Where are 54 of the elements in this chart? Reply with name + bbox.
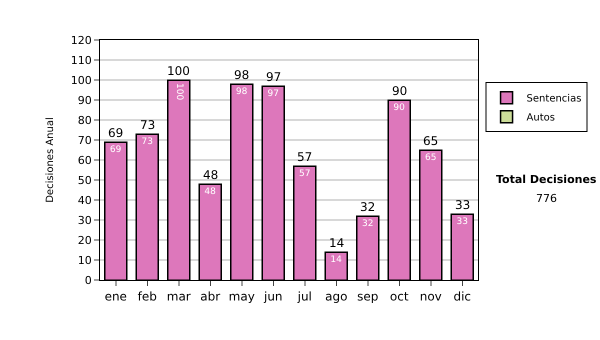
x-tick-label: jul <box>296 289 312 304</box>
total-label: 100 <box>167 64 190 78</box>
x-tick-label: nov <box>420 289 442 304</box>
y-tick-label: 110 <box>70 54 92 67</box>
data-label: 98 <box>236 87 248 97</box>
total-label: 65 <box>423 134 438 148</box>
x-tick-label: sep <box>357 289 378 304</box>
y-tick-label: 100 <box>70 74 92 87</box>
data-label: 69 <box>110 145 122 155</box>
y-tick-label: 70 <box>78 134 92 147</box>
total-label: 97 <box>266 70 282 84</box>
total-label: 33 <box>455 198 470 212</box>
total-label: 32 <box>360 200 376 214</box>
legend-label: Autos <box>526 112 555 124</box>
x-tick-label: may <box>228 289 255 304</box>
data-label: 32 <box>362 219 374 229</box>
total-label: 14 <box>329 236 344 250</box>
legend-label: Sentencias <box>526 94 582 105</box>
y-tick-label: 60 <box>78 154 92 167</box>
total-label: 73 <box>140 118 156 132</box>
y-axis-title: Decisiones Anual <box>44 117 56 203</box>
total-label: 48 <box>203 168 218 182</box>
y-tick-label: 30 <box>78 214 92 227</box>
total-label: 69 <box>108 126 124 140</box>
data-label: 65 <box>425 153 436 163</box>
data-label: 57 <box>299 169 310 179</box>
y-tick-label: 80 <box>78 114 92 127</box>
data-label: 97 <box>268 89 279 99</box>
x-tick-label: ago <box>325 289 348 304</box>
x-tick-label: dic <box>453 289 472 304</box>
y-tick-label: 0 <box>84 274 92 287</box>
text: 776 <box>536 192 557 205</box>
x-tick-label: jun <box>262 289 283 304</box>
x-tick-label: oct <box>390 289 409 304</box>
x-tick-label: feb <box>138 289 157 304</box>
total-label: 90 <box>392 84 408 98</box>
data-label: 73 <box>142 137 153 147</box>
y-tick-label: 40 <box>78 194 92 207</box>
x-tick-label: mar <box>166 289 191 304</box>
x-tick-label: abr <box>200 289 220 304</box>
text: Total Decisiones <box>496 173 597 186</box>
y-tick-label: 20 <box>78 234 92 247</box>
total-label: 98 <box>234 68 250 82</box>
data-label: 100 <box>174 83 184 100</box>
data-label: 14 <box>330 255 342 265</box>
data-label: 48 <box>204 187 216 197</box>
y-tick-label: 50 <box>78 174 92 187</box>
total-label: 57 <box>297 150 312 164</box>
y-tick-label: 90 <box>78 94 92 107</box>
data-label: 90 <box>393 103 406 113</box>
y-tick-label: 10 <box>78 254 92 267</box>
x-tick-label: ene <box>104 289 127 304</box>
y-tick-label: 120 <box>70 34 92 47</box>
data-label: 33 <box>456 217 468 227</box>
